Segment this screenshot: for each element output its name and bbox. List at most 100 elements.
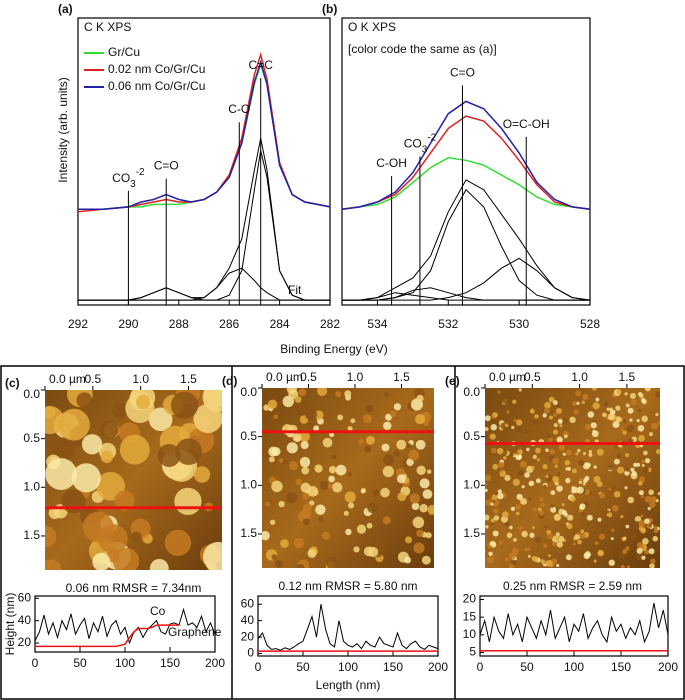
afm-grain <box>569 496 576 502</box>
afm-grain <box>590 422 597 429</box>
afm-grain <box>404 556 412 564</box>
afm-grain <box>509 525 513 530</box>
x-tick-label: 1.5 <box>180 372 197 386</box>
afm-grain <box>626 565 630 568</box>
afm-grain <box>492 494 498 501</box>
afm-grain <box>582 393 589 400</box>
afm-grain <box>307 485 319 497</box>
legend-label: 0.02 nm Co/Gr/Cu <box>108 62 205 76</box>
afm-grain <box>612 420 620 429</box>
afm-grain <box>638 434 645 442</box>
afm-grain <box>521 485 525 489</box>
afm-grain <box>344 491 356 503</box>
afm-grain <box>583 478 588 483</box>
afm-grain <box>499 469 503 473</box>
afm-grain <box>294 396 302 403</box>
x-axis-label: Binding Energy (eV) <box>280 342 387 356</box>
x-axis-label: Length (nm) <box>316 678 381 692</box>
afm-grain <box>545 559 553 567</box>
annotation: O=C-OH <box>503 117 550 131</box>
afm-grain <box>591 388 597 391</box>
afm-grain <box>45 458 78 490</box>
x-tick-label: 0.5 <box>300 370 317 384</box>
afm-grain <box>562 418 568 424</box>
afm-grain <box>302 492 310 500</box>
afm-grain <box>416 529 424 538</box>
afm-grain <box>633 462 638 468</box>
afm-grain <box>528 480 535 487</box>
afm-grain <box>328 475 336 483</box>
afm-grain <box>638 490 644 496</box>
y-tick-label: 0.0 <box>463 385 480 399</box>
afm-grain <box>575 390 582 397</box>
afm-grain <box>112 403 128 419</box>
panel-label: (c) <box>5 376 20 390</box>
afm-grain <box>301 508 312 519</box>
x-tick-label: 0 <box>255 660 262 674</box>
afm-grain <box>366 522 373 529</box>
afm-grain <box>509 452 514 457</box>
afm-grain <box>280 539 289 548</box>
afm-grain <box>535 447 541 454</box>
afm-grain <box>100 420 119 439</box>
afm-grain <box>636 419 640 423</box>
afm-grain <box>412 516 425 529</box>
afm-grain <box>543 484 547 489</box>
afm-grain <box>558 443 566 451</box>
afm-grain <box>344 390 352 398</box>
annotation-text: C-OH <box>376 156 407 170</box>
panel-box <box>0 365 685 700</box>
afm-grain <box>627 496 635 504</box>
afm-grain <box>425 532 432 539</box>
afm-grain <box>350 418 356 424</box>
afm-grain <box>554 464 558 468</box>
annotation: C-OH <box>376 156 407 170</box>
afm-grain <box>372 489 380 497</box>
afm-grain <box>558 535 565 542</box>
legend-label: 0.06 nm Co/Gr/Cu <box>108 79 205 93</box>
afm-grain <box>631 470 637 477</box>
afm-grain <box>490 447 497 454</box>
afm-grain <box>601 523 607 530</box>
afm-panel: 0.0 µm0.5 1.0 1.50.00.51.01.5(e)0.25 nm RM… <box>445 370 660 593</box>
panel-subtitle: [color code the same as (a)] <box>348 42 497 56</box>
afm-grain <box>380 487 390 498</box>
afm-grain <box>532 454 537 459</box>
afm-grain <box>614 445 618 449</box>
afm-grain <box>640 459 645 464</box>
annotation-text: CO <box>112 171 130 185</box>
afm-grain <box>498 461 505 469</box>
afm-grain <box>485 415 491 422</box>
afm-grain <box>582 452 587 456</box>
afm-grain <box>267 399 278 410</box>
afm-grain <box>365 404 374 413</box>
afm-grain <box>299 456 311 468</box>
afm-grain <box>588 452 593 457</box>
afm-grain <box>630 534 637 541</box>
afm-grain <box>634 515 642 523</box>
x-tick-label: 0.5 <box>84 372 101 386</box>
afm-grain <box>562 510 567 515</box>
afm-grain <box>328 465 337 474</box>
afm-grain <box>553 413 558 417</box>
afm-grain <box>530 396 534 400</box>
afm-grain <box>606 407 611 412</box>
x-tick-label: 200 <box>205 656 225 670</box>
afm-grain <box>529 408 535 414</box>
afm-grain <box>51 437 76 461</box>
annotation-text: C=O <box>450 66 475 80</box>
afm-grain <box>345 528 352 536</box>
afm-grain <box>551 541 557 546</box>
afm-grain <box>648 524 652 528</box>
afm-grain <box>485 474 491 482</box>
afm-grain <box>526 447 530 452</box>
afm-grain <box>578 480 582 484</box>
afm-grain <box>365 435 375 445</box>
afm-grain <box>528 497 532 501</box>
afm-grain <box>602 412 607 417</box>
afm-grain <box>506 532 513 539</box>
afm-grain <box>512 537 517 542</box>
legend-label: Gr/Cu <box>108 45 140 59</box>
afm-grain <box>358 438 364 445</box>
